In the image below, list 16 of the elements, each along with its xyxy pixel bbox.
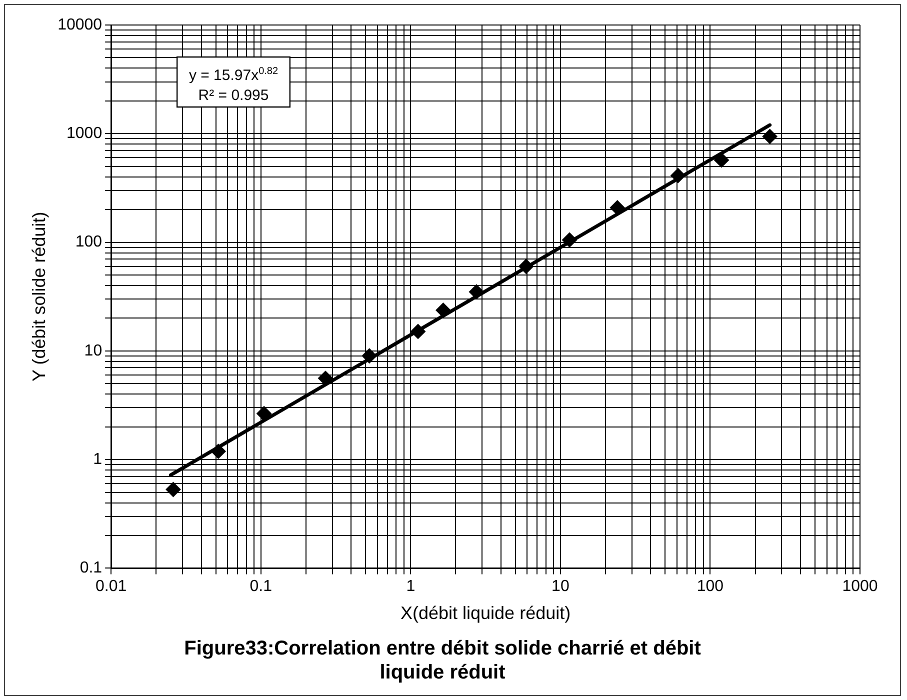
text: Figure33:Correlation entre débit solide charrié et débit liquide réduit bbox=[184, 638, 702, 684]
y-tick-label: 1000 bbox=[66, 125, 102, 142]
y-axis-title: Y (débit solide réduit) bbox=[28, 212, 49, 382]
y-tick-label: 1 bbox=[93, 450, 102, 468]
x-axis-title: X(débit liquide réduit) bbox=[400, 603, 571, 624]
x-tick-label: 100 bbox=[696, 578, 724, 596]
annotation: R² = 0.995 bbox=[198, 87, 269, 104]
y-tick-label: 10 bbox=[84, 342, 102, 360]
x-tick-label: 1 bbox=[406, 578, 416, 596]
x-tick-label: 0.01 bbox=[96, 578, 127, 596]
x-tick-label: 10 bbox=[552, 578, 570, 596]
y-tick-label: 100 bbox=[75, 234, 102, 251]
y-tick-label: 10000 bbox=[58, 16, 102, 34]
x-tick-label: 0.1 bbox=[250, 578, 272, 596]
x-tick-label: 1000 bbox=[842, 578, 878, 596]
y-tick-label: 0.1 bbox=[80, 560, 102, 577]
